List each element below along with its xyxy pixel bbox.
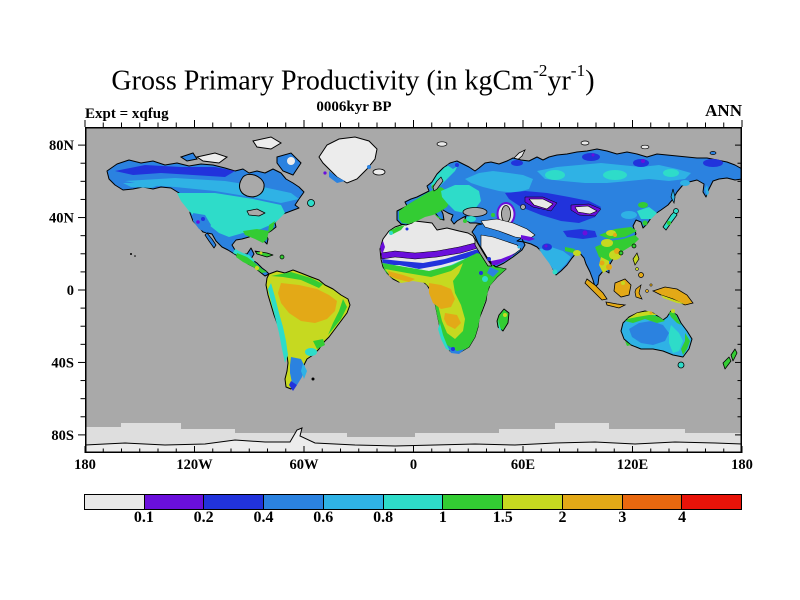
arctic-islands bbox=[179, 136, 717, 207]
page-title: Gross Primary Productivity (in kgCm-2yr-… bbox=[111, 61, 595, 97]
axis-tick-label: 0 bbox=[410, 457, 417, 473]
colorbar-cell-10 bbox=[681, 495, 742, 509]
colorbar-legend bbox=[84, 494, 742, 510]
colorbar-tick-label: 1 bbox=[438, 509, 447, 526]
south-america bbox=[265, 269, 351, 391]
colorbar-tick-label: 4 bbox=[678, 509, 687, 526]
north-america bbox=[106, 159, 305, 277]
title-segment: Gross Primary Productivity (in kgCm bbox=[111, 65, 533, 97]
axis-tick-label: 80N bbox=[49, 138, 75, 154]
axis-tick-label: 180 bbox=[74, 457, 96, 473]
colorbar-tick-label: 3 bbox=[618, 509, 627, 526]
colorbar-tick-label: 0.4 bbox=[253, 509, 274, 526]
world-map-plot: 180 120W 60W 0 60E 120E 180 80N 40N 0 40S 80S bbox=[49, 120, 753, 473]
colorbar-cell-7 bbox=[502, 495, 562, 509]
africa bbox=[379, 220, 510, 354]
axis-tick-label: 120E bbox=[617, 457, 648, 473]
colorbar-tick-label: 0.1 bbox=[133, 509, 154, 526]
title-superscript: -2 bbox=[532, 61, 548, 81]
axis-tick-label: 120W bbox=[176, 457, 213, 473]
colorbar-tick-label: 0.2 bbox=[193, 509, 214, 526]
east-asia-islands bbox=[618, 188, 679, 256]
axis-tick-label: 60E bbox=[511, 457, 535, 473]
axis-tick-label: 60W bbox=[290, 457, 320, 473]
greenland bbox=[318, 136, 378, 184]
map-content bbox=[85, 127, 742, 453]
eurasia bbox=[396, 148, 742, 288]
axis-tick-label: 0 bbox=[67, 283, 74, 299]
colorbar-labels: 0.1 0.2 0.4 0.6 0.8 1 1.5 2 3 4 bbox=[84, 509, 742, 531]
colorbar-cell-6 bbox=[442, 495, 503, 509]
title-superscript: -1 bbox=[570, 61, 586, 81]
title-segment: yr bbox=[547, 65, 571, 97]
colorbar-cell-5 bbox=[382, 495, 443, 509]
colorbar-cell-9 bbox=[621, 495, 682, 509]
colorbar-tick-label: 0.8 bbox=[373, 509, 394, 526]
colorbar-cell-0 bbox=[85, 495, 144, 509]
experiment-label: Expt = xqfug bbox=[85, 106, 169, 122]
axis-tick-label: 40S bbox=[51, 356, 74, 372]
axis-tick-label: 80S bbox=[51, 428, 74, 444]
colorbar-cell-8 bbox=[561, 495, 622, 509]
colorbar-cell-3 bbox=[263, 495, 323, 509]
colorbar-cell-1 bbox=[143, 495, 204, 509]
australia bbox=[620, 309, 738, 370]
colorbar-tick-label: 2 bbox=[558, 509, 567, 526]
antarctica-region bbox=[85, 423, 742, 453]
colorbar-tick-label: 0.6 bbox=[313, 509, 334, 526]
plot-border bbox=[85, 127, 742, 453]
colorbar-cell-2 bbox=[203, 495, 264, 509]
subtitle-date: 0006kyr BP bbox=[316, 99, 392, 115]
indonesia-new-guinea bbox=[584, 252, 694, 309]
title-segment: ) bbox=[585, 65, 595, 97]
season-label: ANN bbox=[705, 101, 742, 120]
colorbar-tick-label: 1.5 bbox=[492, 509, 513, 526]
axis-tick-label: 180 bbox=[731, 457, 753, 473]
colorbar-cell-4 bbox=[322, 495, 383, 509]
axis-tick-label: 40N bbox=[49, 211, 75, 227]
